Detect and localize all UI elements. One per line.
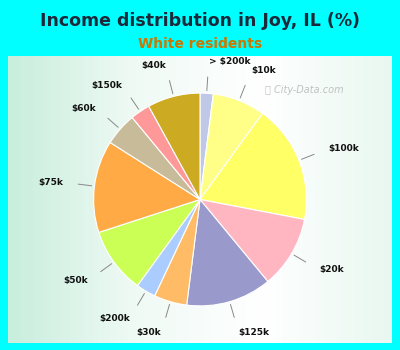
Text: $100k: $100k: [329, 144, 359, 153]
Text: $20k: $20k: [319, 265, 344, 274]
Text: $75k: $75k: [38, 178, 63, 187]
Wedge shape: [200, 199, 304, 281]
Text: $10k: $10k: [251, 66, 276, 75]
Text: $60k: $60k: [72, 104, 96, 113]
Text: White residents: White residents: [138, 37, 262, 51]
Wedge shape: [187, 199, 268, 306]
Wedge shape: [200, 93, 213, 200]
Text: $40k: $40k: [141, 61, 166, 70]
Wedge shape: [110, 118, 200, 200]
Wedge shape: [132, 106, 200, 199]
Text: $200k: $200k: [99, 314, 130, 323]
Wedge shape: [94, 142, 200, 232]
Text: > $200k: > $200k: [209, 57, 250, 66]
Wedge shape: [138, 199, 200, 296]
Wedge shape: [149, 93, 200, 200]
Text: Income distribution in Joy, IL (%): Income distribution in Joy, IL (%): [40, 12, 360, 30]
Wedge shape: [155, 199, 200, 305]
Text: Ⓒ City-Data.com: Ⓒ City-Data.com: [265, 85, 344, 96]
Wedge shape: [99, 199, 200, 286]
Wedge shape: [200, 94, 262, 200]
Text: $125k: $125k: [238, 328, 270, 337]
Text: $30k: $30k: [137, 328, 162, 337]
Wedge shape: [200, 113, 306, 219]
Text: $150k: $150k: [91, 80, 122, 90]
Text: $50k: $50k: [64, 276, 88, 285]
